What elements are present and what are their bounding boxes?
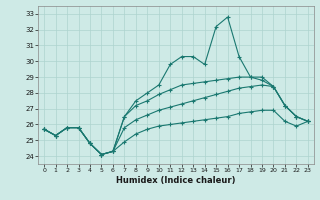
X-axis label: Humidex (Indice chaleur): Humidex (Indice chaleur) [116,176,236,185]
